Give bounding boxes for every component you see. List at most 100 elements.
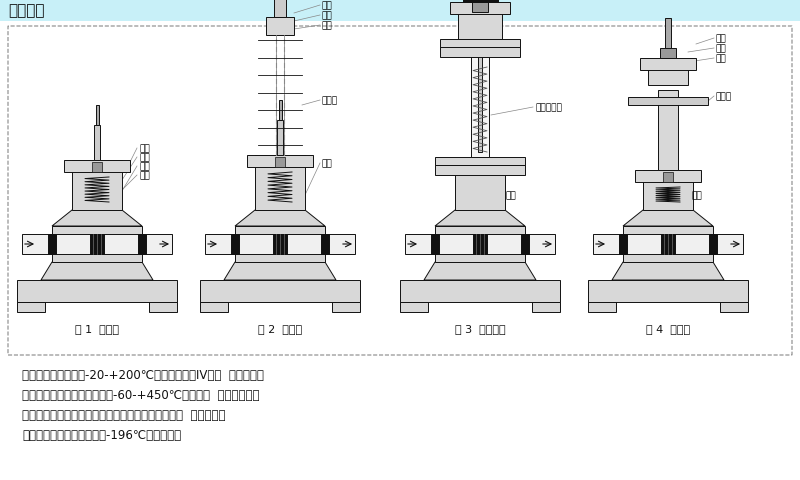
- Bar: [435, 157, 525, 166]
- Text: 閥蓋型式: 閥蓋型式: [8, 3, 45, 18]
- Bar: [665, 19, 671, 49]
- Bar: [660, 49, 676, 59]
- Polygon shape: [424, 263, 536, 280]
- Bar: [149, 302, 177, 312]
- Bar: [440, 40, 520, 48]
- Bar: [17, 280, 177, 302]
- FancyBboxPatch shape: [8, 27, 792, 355]
- Bar: [663, 173, 673, 182]
- Bar: [478, 53, 482, 153]
- Bar: [274, 0, 286, 18]
- Text: 填料: 填料: [716, 54, 726, 63]
- Bar: [200, 280, 360, 302]
- Bar: [619, 235, 627, 254]
- Bar: [532, 302, 560, 312]
- Bar: [521, 235, 529, 254]
- Text: 填料: 填料: [322, 22, 333, 30]
- Polygon shape: [435, 211, 525, 227]
- Bar: [64, 161, 130, 173]
- Bar: [435, 227, 525, 263]
- Text: 圖 2  高溫型: 圖 2 高溫型: [258, 324, 302, 333]
- Bar: [48, 235, 56, 254]
- Polygon shape: [612, 263, 724, 280]
- Bar: [593, 235, 623, 254]
- Text: 圖 3  波紋管型: 圖 3 波紋管型: [454, 324, 506, 333]
- Bar: [92, 163, 102, 173]
- Text: 弹簧: 弹簧: [322, 12, 333, 21]
- Text: 對上下移動的閥杆形成完全的密封，堵絕流體外漏。  低溫型采用: 對上下移動的閥杆形成完全的密封，堵絕流體外漏。 低溫型采用: [22, 408, 226, 421]
- Text: 圖 4  低溫型: 圖 4 低溫型: [646, 324, 690, 333]
- Bar: [325, 235, 355, 254]
- Bar: [277, 121, 283, 156]
- Bar: [471, 58, 489, 157]
- Text: 增設散熱片，可用于介質溫度-60-+450℃的場合。  波紋管密封型: 增設散熱片，可用于介質溫度-60-+450℃的場合。 波紋管密封型: [22, 388, 259, 401]
- Bar: [640, 59, 696, 71]
- Bar: [235, 227, 325, 263]
- Text: 弹簧: 弹簧: [139, 153, 150, 162]
- Text: 散熱片: 散熱片: [322, 96, 338, 105]
- Bar: [321, 235, 329, 254]
- Bar: [405, 235, 435, 254]
- Text: 弹簧: 弹簧: [716, 45, 726, 53]
- Bar: [458, 5, 502, 40]
- Bar: [142, 235, 172, 254]
- Polygon shape: [235, 211, 325, 227]
- Bar: [473, 235, 487, 254]
- Text: 閥蓋: 閥蓋: [139, 171, 150, 180]
- Bar: [665, 136, 671, 171]
- Bar: [17, 302, 45, 312]
- Text: 軸封: 軸封: [322, 1, 333, 11]
- Polygon shape: [623, 211, 713, 227]
- Bar: [200, 302, 228, 312]
- Bar: [661, 235, 675, 254]
- Bar: [709, 235, 717, 254]
- Bar: [255, 156, 305, 211]
- Text: 閥蓋: 閥蓋: [505, 191, 516, 200]
- Bar: [400, 302, 428, 312]
- Text: 閥蓋: 閥蓋: [691, 191, 702, 200]
- Bar: [275, 157, 285, 168]
- Bar: [72, 161, 122, 211]
- Text: 圖 1  常溫型: 圖 1 常溫型: [75, 324, 119, 333]
- Bar: [266, 18, 294, 36]
- Bar: [472, 3, 488, 13]
- Bar: [231, 235, 239, 254]
- Bar: [52, 227, 142, 263]
- Text: 填料: 填料: [139, 162, 150, 171]
- Bar: [22, 235, 52, 254]
- Text: 軸封: 軸封: [716, 35, 726, 43]
- Bar: [713, 235, 743, 254]
- Bar: [273, 235, 287, 254]
- Bar: [52, 235, 142, 254]
- Bar: [628, 98, 708, 106]
- Bar: [138, 235, 146, 254]
- Bar: [658, 91, 678, 171]
- Text: 隔熱板: 隔熱板: [716, 92, 732, 101]
- Text: 閥蓋: 閥蓋: [322, 159, 333, 168]
- Bar: [588, 280, 748, 302]
- Bar: [247, 156, 313, 168]
- Bar: [623, 227, 713, 263]
- Bar: [525, 235, 555, 254]
- Bar: [635, 171, 701, 182]
- Bar: [666, 116, 670, 136]
- Polygon shape: [41, 263, 153, 280]
- Bar: [462, 0, 498, 3]
- Text: 軸封: 軸封: [139, 144, 150, 153]
- Bar: [94, 126, 100, 161]
- Bar: [435, 235, 525, 254]
- Bar: [450, 3, 510, 15]
- Text: 波紋管組件: 波紋管組件: [535, 103, 562, 112]
- Bar: [648, 61, 688, 86]
- Bar: [588, 302, 616, 312]
- Polygon shape: [52, 211, 142, 227]
- Bar: [431, 235, 439, 254]
- Bar: [95, 106, 98, 126]
- Bar: [720, 302, 748, 312]
- Bar: [435, 166, 525, 176]
- Text: 注：常溫型工作溫度-20-+200℃，泄露等級為IV級。  高溫型閥蓋: 注：常溫型工作溫度-20-+200℃，泄露等級為IV級。 高溫型閥蓋: [22, 368, 264, 381]
- Bar: [332, 302, 360, 312]
- Bar: [0, 0, 800, 22]
- Bar: [643, 171, 693, 211]
- Bar: [400, 280, 560, 302]
